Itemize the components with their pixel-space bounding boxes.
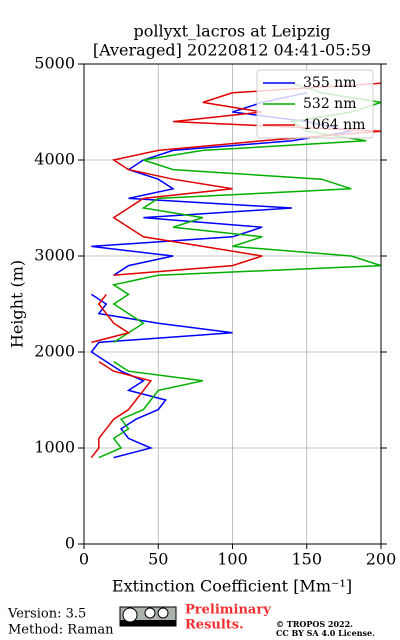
x-axis-label: Extinction Coefficient [Mm⁻¹] <box>112 577 352 596</box>
cc-logo <box>119 606 177 627</box>
preliminary: Preliminary <box>185 603 271 618</box>
y-tick-label: 2000 <box>34 342 75 361</box>
legend-label: 532 nm <box>303 96 356 112</box>
x-tick-label: 0 <box>79 550 89 569</box>
profile-line <box>98 82 382 459</box>
chart-subtitle: [Averaged] 20220812 04:41-05:59 <box>93 41 371 60</box>
x-tick-label: 50 <box>148 550 168 569</box>
y-tick-label: 4000 <box>34 150 75 169</box>
y-axis-label: Height (m) <box>8 260 27 348</box>
legend: 355 nm 532 nm 1064 nm <box>256 69 374 139</box>
license: © TROPOS 2022. <box>276 619 353 629</box>
y-tick-label: 0 <box>65 534 75 553</box>
license: CC BY SA 4.0 License. <box>276 628 375 638</box>
x-tick-label: 100 <box>217 550 248 569</box>
x-tick-label: 200 <box>366 550 397 569</box>
y-tick-label: 3000 <box>34 246 75 265</box>
preliminary: Results. <box>185 618 244 633</box>
profile-line <box>90 82 382 459</box>
plot-frame <box>83 63 382 545</box>
legend-box <box>256 69 374 139</box>
y-tick-label: 5000 <box>34 54 75 73</box>
chart-title: pollyxt_lacros at Leipzig <box>133 22 330 41</box>
version: Version: 3.5 <box>7 607 86 622</box>
profile-line <box>90 92 352 459</box>
legend-label: 1064 nm <box>303 117 365 133</box>
y-tick-label: 1000 <box>34 438 75 457</box>
method: Method: Raman <box>8 623 114 638</box>
x-tick-label: 150 <box>291 550 322 569</box>
legend-label: 355 nm <box>303 75 356 91</box>
